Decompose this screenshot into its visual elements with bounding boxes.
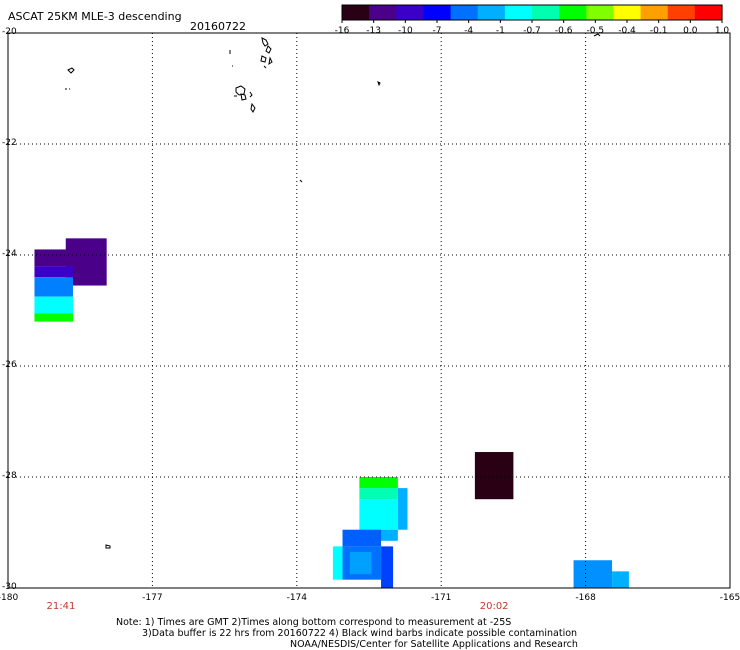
colorbar-label: 0.0	[683, 26, 698, 36]
island-outline	[377, 81, 381, 87]
colorbar-swatch	[369, 5, 397, 20]
wind-cells	[34, 238, 629, 588]
colorbar-swatch	[613, 5, 642, 20]
colorbar-swatch	[342, 5, 370, 20]
colorbar-swatch	[396, 5, 425, 20]
island-outline	[299, 179, 303, 183]
colorbar-swatch	[667, 5, 696, 20]
colorbar-label: -10	[397, 26, 413, 36]
latitude-label: -20	[2, 27, 17, 37]
island-outline	[260, 37, 273, 69]
colorbar-label: -7	[432, 26, 442, 36]
map-title: ASCAT 25KM MLE-3 descending	[8, 10, 182, 23]
colorbar-swatch	[559, 5, 587, 20]
wind-cell	[359, 477, 398, 489]
island-outline	[593, 33, 601, 37]
longitude-label: -168	[575, 593, 596, 603]
note-line-2: 3)Data buffer is 22 hrs from 20160722 4)…	[142, 628, 578, 639]
wind-cell	[34, 313, 73, 322]
colorbar-swatch	[532, 5, 560, 20]
colorbar-label: -0.6	[554, 26, 573, 36]
latitude-label: -30	[2, 582, 17, 592]
wind-cell	[349, 551, 372, 575]
colorbar-label: -0.4	[618, 26, 636, 36]
lat-lon-grid	[7, 32, 731, 589]
wind-cell	[397, 488, 408, 530]
longitude-label: -171	[430, 593, 452, 603]
wind-cell	[332, 546, 343, 580]
wind-cell	[359, 499, 398, 530]
wind-cell	[34, 277, 73, 297]
latitude-label: -26	[2, 360, 17, 370]
island-coastlines	[65, 33, 601, 549]
colorbar-swatch	[694, 5, 723, 20]
colorbar-label: -0.7	[523, 26, 541, 36]
island-outline	[229, 50, 233, 67]
colorbar-swatch	[477, 5, 506, 20]
colorbar-label: -13	[366, 26, 382, 36]
wind-cell	[359, 488, 398, 500]
colorbar-swatch	[586, 5, 615, 20]
island-outline	[67, 67, 75, 74]
wind-cell	[342, 529, 382, 547]
wind-cell	[381, 546, 394, 588]
island-outline	[234, 85, 253, 101]
colorbar	[341, 4, 723, 23]
colorbar-swatch	[504, 5, 533, 20]
island-outline	[250, 102, 256, 113]
wind-cell	[34, 296, 73, 314]
map-frame	[7, 32, 731, 589]
colorbar-label: -1	[495, 26, 505, 36]
colorbar-swatch	[423, 5, 452, 20]
latitude-label: -22	[2, 138, 17, 148]
longitude-label: -174	[286, 593, 308, 603]
wind-cell	[474, 452, 514, 500]
time-label: 20:02	[479, 601, 509, 612]
longitude-label: -177	[142, 593, 163, 603]
wind-cell	[612, 571, 629, 588]
colorbar-label: -16	[334, 26, 350, 36]
wind-cell	[34, 249, 73, 267]
note-line-3: NOAA/NESDIS/Center for Satellite Applica…	[290, 639, 578, 650]
longitude-label: -180	[0, 593, 19, 603]
latitude-label: -24	[2, 249, 17, 259]
note-line-1: Note: 1) Times are GMT 2)Times along bot…	[116, 617, 512, 628]
wind-cell	[573, 560, 613, 588]
colorbar-label: 1.0	[714, 26, 730, 36]
wind-cell	[34, 266, 73, 278]
colorbar-swatch	[450, 5, 479, 20]
time-label: 21:41	[46, 601, 76, 612]
colorbar-label: -4	[464, 26, 474, 36]
longitude-label: -165	[719, 593, 740, 603]
latitude-label: -28	[2, 471, 17, 481]
map-date: 20160722	[190, 20, 246, 33]
island-outline	[105, 544, 111, 549]
colorbar-swatch	[640, 5, 669, 20]
colorbar-label: -0.1	[649, 26, 668, 36]
colorbar-label: -0.5	[586, 26, 605, 36]
